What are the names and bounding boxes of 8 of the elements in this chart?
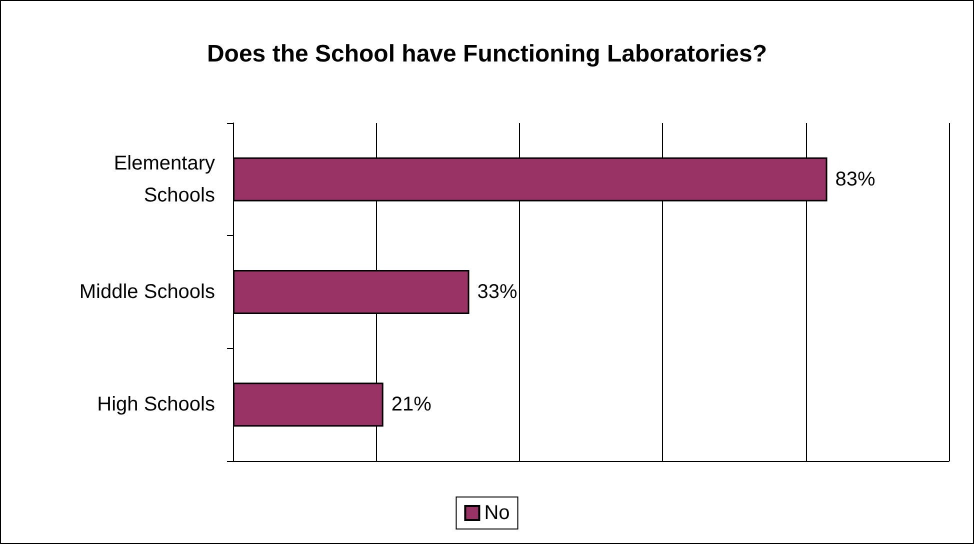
legend-label: No: [484, 502, 510, 524]
y-tick-label: Elementary Schools: [114, 152, 215, 206]
data-label: 83%: [835, 168, 876, 190]
y-tick-label: High Schools: [97, 394, 215, 416]
y-tick-label: Middle Schools: [79, 281, 215, 303]
chart-title: Does the School have Functioning Laboratories?: [206, 40, 768, 68]
data-label: 33%: [477, 281, 518, 303]
data-label: 21%: [391, 394, 432, 416]
